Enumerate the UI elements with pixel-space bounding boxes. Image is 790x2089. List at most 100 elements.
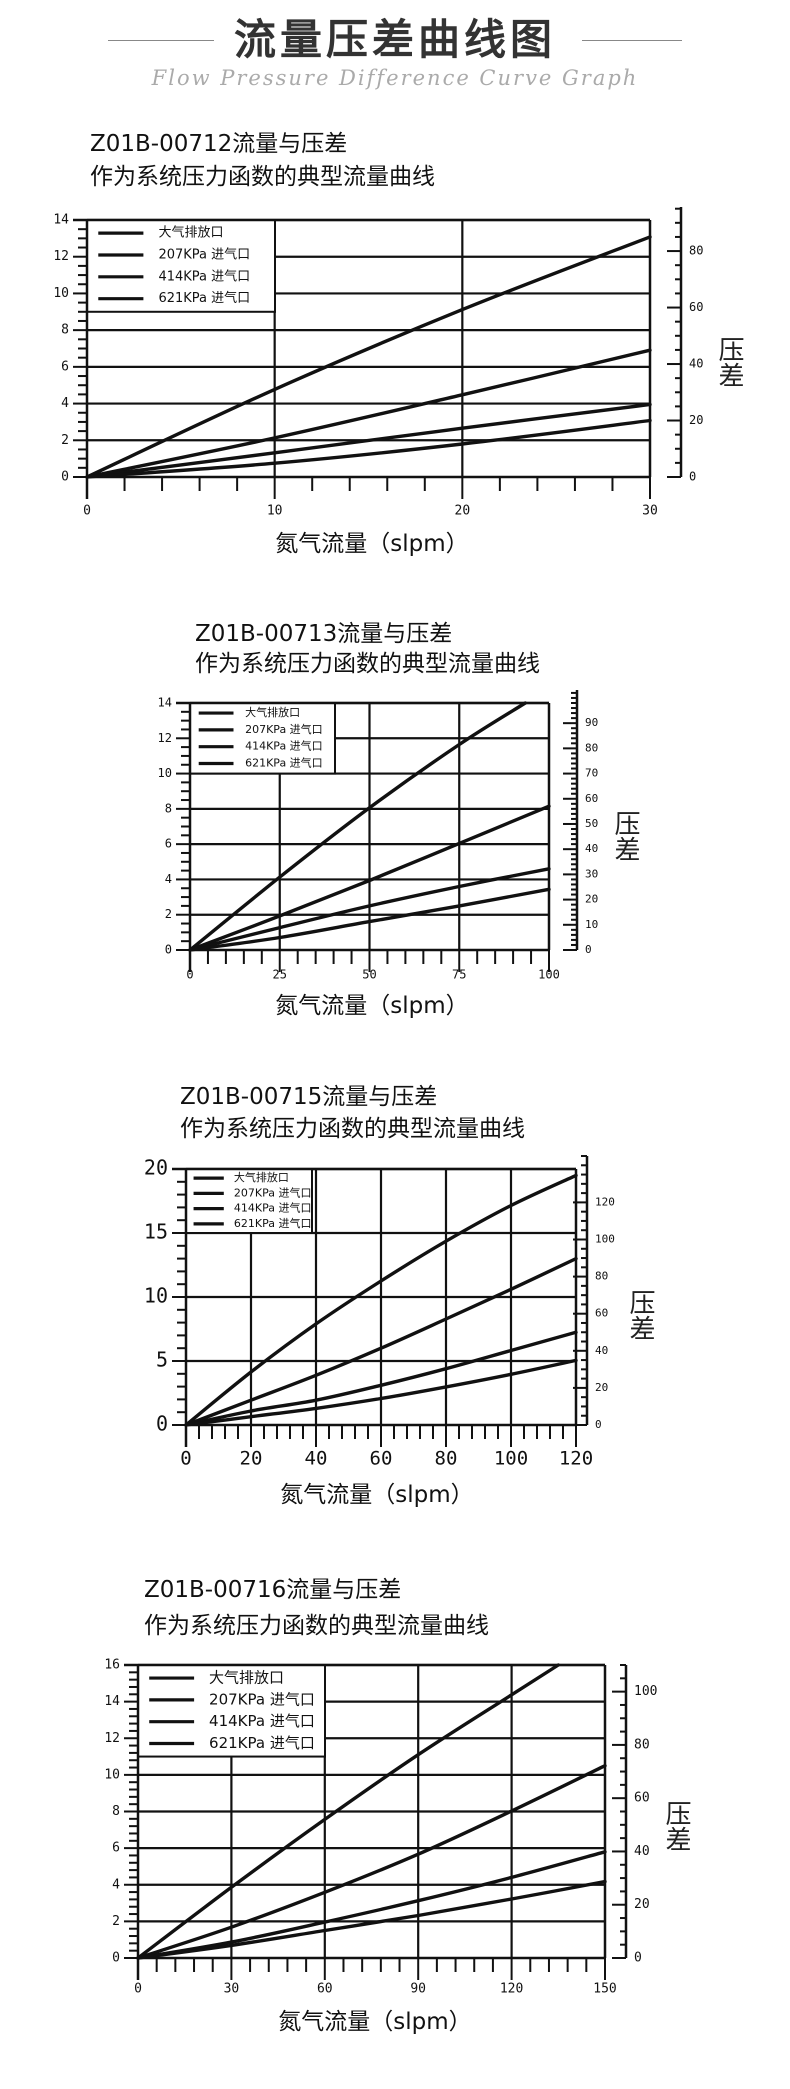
x-tick-label: 50 (362, 968, 376, 982)
y2-tick-label: 80 (689, 244, 703, 258)
y2-tick-label: 50 (585, 817, 598, 830)
y2-tick-label: 20 (689, 413, 703, 427)
x-tick-label: 100 (538, 968, 560, 982)
y2-tick-label: 80 (634, 1737, 650, 1752)
y2-axis-label: 压差 (610, 810, 640, 862)
y2-tick-label: 40 (689, 357, 703, 371)
legend-label: 621KPa 进气口 (245, 755, 323, 769)
x-axis-label: 氮气流量（slpm） (275, 531, 469, 557)
y2-tick-label: 60 (634, 1791, 650, 1806)
y-tick-label: 14 (158, 696, 172, 710)
legend-label: 414KPa 进气口 (234, 1201, 312, 1215)
series-line (188, 887, 551, 952)
legend-label: 大气排放口 (234, 1170, 289, 1184)
x-axis-label: 氮气流量（slpm） (280, 1482, 474, 1508)
chart-subtitle: 作为系统压力函数的典型流量曲线 (144, 1613, 489, 1639)
y2-tick-label: 120 (595, 1195, 615, 1208)
x-tick-label: 0 (186, 968, 193, 982)
series-line (136, 1663, 560, 1960)
chart-title: Z01B-00715流量与压差 (180, 1084, 438, 1110)
x-tick-label: 20 (240, 1448, 263, 1470)
y-tick-label: 0 (61, 470, 69, 485)
y-tick-label: 10 (158, 766, 172, 780)
y-tick-label: 4 (165, 872, 172, 886)
x-tick-label: 120 (559, 1448, 593, 1470)
y-tick-label: 0 (165, 943, 172, 957)
y2-tick-label: 0 (689, 470, 696, 484)
y-tick-label: 4 (112, 1877, 120, 1892)
y-tick-label: 0 (112, 1951, 120, 1966)
chart-subtitle: 作为系统压力函数的典型流量曲线 (195, 651, 540, 677)
chart-subtitle: 作为系统压力函数的典型流量曲线 (180, 1116, 525, 1142)
x-tick-label: 150 (593, 1982, 616, 1997)
y2-tick-label: 70 (585, 767, 598, 780)
chart-4: 大气排放口 207KPa 进气口 414KPa 进气口 621KPa 进气口 0 2 4 6 8… (104, 1658, 657, 1997)
x-tick-label: 40 (305, 1448, 328, 1470)
y-tick-label: 15 (144, 1220, 168, 1244)
page-subtitle: Flow Pressure Difference Curve Graph (151, 66, 639, 90)
legend-label: 207KPa 进气口 (245, 722, 323, 736)
y2-tick-label: 60 (689, 300, 703, 314)
series-line (188, 804, 551, 952)
legend-label: 207KPa 进气口 (158, 246, 250, 262)
y-tick-label: 14 (104, 1694, 120, 1709)
legend-label: 414KPa 进气口 (245, 739, 323, 753)
y-tick-label: 2 (165, 907, 172, 921)
y-tick-label: 4 (61, 396, 69, 411)
y-tick-label: 6 (165, 837, 172, 851)
x-tick-label: 100 (494, 1448, 528, 1470)
y2-tick-label: 20 (595, 1381, 608, 1394)
y-tick-label: 2 (112, 1914, 120, 1929)
y-tick-label: 8 (61, 323, 69, 338)
header-divider-right (582, 40, 682, 41)
y-tick-label: 10 (144, 1284, 168, 1308)
series-line (85, 402, 652, 479)
y2-tick-label: 40 (585, 842, 598, 855)
chart-title: Z01B-00716流量与压差 (144, 1577, 402, 1603)
chart-title: Z01B-00713流量与压差 (195, 621, 453, 647)
series-line (136, 1764, 607, 1960)
x-tick-label: 80 (435, 1448, 458, 1470)
series-line (188, 867, 551, 952)
y-tick-label: 12 (158, 731, 172, 745)
legend-label: 621KPa 进气口 (158, 290, 250, 306)
legend-label: 621KPa 进气口 (234, 1216, 312, 1230)
y-tick-label: 20 (144, 1156, 168, 1180)
chart-2: 大气排放口 207KPa 进气口 414KPa 进气口 621KPa 进气口 0 2 4 6 8… (158, 690, 598, 982)
x-tick-label: 30 (224, 1982, 240, 1997)
y2-tick-label: 30 (585, 867, 598, 880)
legend-label: 大气排放口 (209, 1669, 284, 1687)
x-tick-label: 0 (134, 1982, 142, 1997)
y-tick-label: 8 (112, 1804, 120, 1819)
header-divider-left (108, 40, 214, 41)
y-tick-label: 8 (165, 801, 172, 815)
legend-label: 414KPa 进气口 (209, 1712, 315, 1730)
y-tick-label: 6 (112, 1841, 120, 1856)
series-line (184, 1256, 578, 1427)
y2-tick-label: 60 (595, 1307, 608, 1320)
y-tick-label: 10 (53, 286, 69, 301)
legend-label: 414KPa 进气口 (158, 268, 250, 284)
y-tick-label: 2 (61, 433, 69, 448)
series-line (85, 418, 652, 479)
y2-axis-label: 压差 (714, 336, 744, 388)
y2-tick-label: 90 (585, 716, 598, 729)
series-line (136, 1879, 607, 1960)
y2-tick-label: 0 (634, 1951, 642, 1966)
legend-box (189, 702, 336, 775)
y2-tick-label: 0 (585, 943, 592, 956)
y2-axis-label: 压差 (661, 1800, 691, 1852)
legend-label: 207KPa 进气口 (234, 1185, 312, 1199)
y2-tick-label: 100 (595, 1232, 615, 1245)
y2-tick-label: 40 (634, 1844, 650, 1859)
y-tick-label: 0 (156, 1412, 168, 1436)
series-line (184, 1330, 578, 1427)
series-line (85, 235, 652, 479)
x-tick-label: 90 (410, 1982, 426, 1997)
chart-title: Z01B-00712流量与压差 (90, 131, 348, 157)
y2-tick-label: 80 (595, 1270, 608, 1283)
x-tick-label: 10 (267, 504, 283, 519)
x-tick-label: 120 (500, 1982, 523, 1997)
